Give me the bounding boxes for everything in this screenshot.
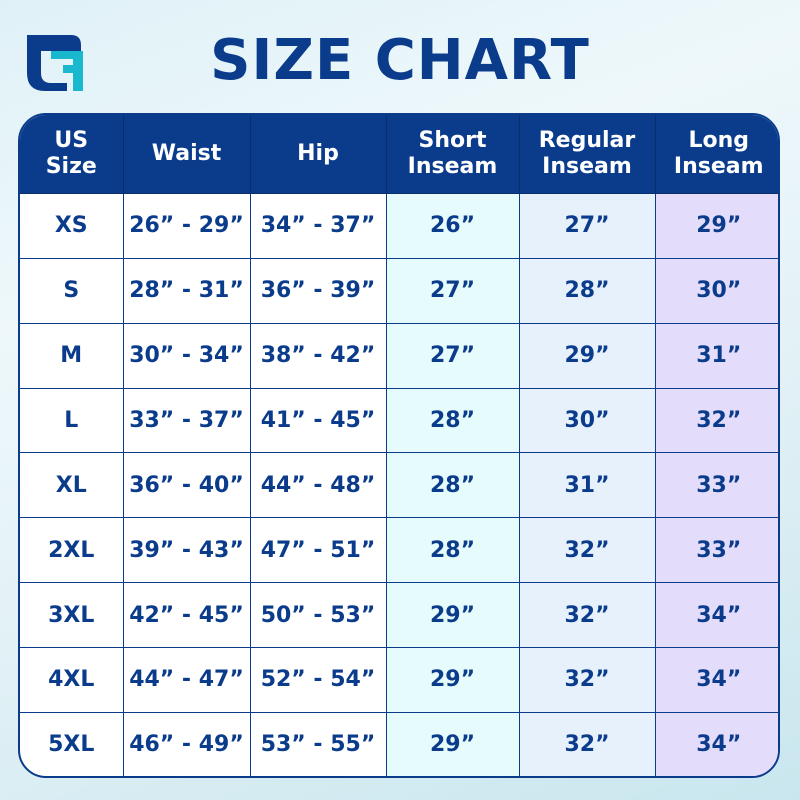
- cell-hip: 41” - 45”: [249, 387, 387, 454]
- cell-short-inseam: 28”: [385, 452, 520, 519]
- cell-waist: 36” - 40”: [122, 452, 251, 519]
- table-row: 2XL 39” - 43” 47” - 51” 28” 32” 33”: [20, 517, 778, 584]
- header-label-line: Inseam: [542, 154, 632, 179]
- cell-long-inseam: 34”: [654, 711, 778, 776]
- brand-logo-icon: [27, 35, 83, 91]
- cell-regular-inseam: 31”: [518, 452, 656, 519]
- cell-short-inseam: 26”: [385, 193, 520, 259]
- table-row: XS 26” - 29” 34” - 37” 26” 27” 29”: [20, 193, 778, 259]
- cell-us-size: 5XL: [20, 711, 124, 776]
- header-waist: Waist: [122, 115, 251, 194]
- cell-us-size: XS: [20, 193, 124, 259]
- header-label-line: Hip: [297, 141, 339, 166]
- cell-waist: 28” - 31”: [122, 257, 251, 324]
- header-hip: Hip: [249, 115, 387, 194]
- table-row: XL 36” - 40” 44” - 48” 28” 31” 33”: [20, 452, 778, 519]
- cell-regular-inseam: 28”: [518, 257, 656, 324]
- page-title: SIZE CHART: [210, 28, 590, 93]
- cell-us-size: S: [20, 257, 124, 324]
- cell-waist: 46” - 49”: [122, 711, 251, 776]
- cell-short-inseam: 28”: [385, 517, 520, 584]
- table-row: L 33” - 37” 41” - 45” 28” 30” 32”: [20, 387, 778, 454]
- cell-long-inseam: 34”: [654, 647, 778, 713]
- cell-regular-inseam: 27”: [518, 193, 656, 259]
- size-chart-table: US Size Waist Hip Short Inseam Regular Inseam Lo…: [18, 113, 780, 778]
- cell-long-inseam: 29”: [654, 193, 778, 259]
- cell-waist: 30” - 34”: [122, 322, 251, 389]
- cell-waist: 44” - 47”: [122, 647, 251, 713]
- cell-us-size: 2XL: [20, 517, 124, 584]
- cell-long-inseam: 34”: [654, 582, 778, 649]
- header-label-line: Waist: [151, 141, 222, 166]
- cell-hip: 52” - 54”: [249, 647, 387, 713]
- cell-short-inseam: 29”: [385, 647, 520, 713]
- cell-hip: 38” - 42”: [249, 322, 387, 389]
- cell-us-size: 4XL: [20, 647, 124, 713]
- cell-hip: 53” - 55”: [249, 711, 387, 776]
- header-us-size: US Size: [20, 115, 124, 194]
- cell-regular-inseam: 30”: [518, 387, 656, 454]
- cell-long-inseam: 33”: [654, 517, 778, 584]
- cell-hip: 47” - 51”: [249, 517, 387, 584]
- table-row: 4XL 44” - 47” 52” - 54” 29” 32” 34”: [20, 647, 778, 713]
- table-row: M 30” - 34” 38” - 42” 27” 29” 31”: [20, 322, 778, 389]
- cell-long-inseam: 30”: [654, 257, 778, 324]
- cell-us-size: 3XL: [20, 582, 124, 649]
- cell-waist: 33” - 37”: [122, 387, 251, 454]
- cell-us-size: XL: [20, 452, 124, 519]
- header-long-inseam: Long Inseam: [654, 115, 778, 194]
- cell-regular-inseam: 32”: [518, 517, 656, 584]
- cell-short-inseam: 28”: [385, 387, 520, 454]
- cell-short-inseam: 27”: [385, 322, 520, 389]
- cell-short-inseam: 27”: [385, 257, 520, 324]
- header-row: US Size Waist Hip Short Inseam Regular Inseam Lo…: [20, 115, 778, 194]
- cell-regular-inseam: 32”: [518, 647, 656, 713]
- cell-short-inseam: 29”: [385, 582, 520, 649]
- cell-long-inseam: 32”: [654, 387, 778, 454]
- cell-hip: 44” - 48”: [249, 452, 387, 519]
- header-label-line: Inseam: [407, 154, 498, 179]
- cell-waist: 39” - 43”: [122, 517, 251, 584]
- header-label-line: Size: [45, 154, 97, 179]
- cell-regular-inseam: 32”: [518, 582, 656, 649]
- cell-hip: 36” - 39”: [249, 257, 387, 324]
- cell-regular-inseam: 29”: [518, 322, 656, 389]
- table-row: 3XL 42” - 45” 50” - 53” 29” 32” 34”: [20, 582, 778, 649]
- cell-us-size: M: [20, 322, 124, 389]
- header-label-line: US: [54, 128, 89, 153]
- header-short-inseam: Short Inseam: [385, 115, 520, 194]
- header-regular-inseam: Regular Inseam: [518, 115, 656, 194]
- header-label-line: Short: [418, 128, 487, 153]
- cell-hip: 34” - 37”: [249, 193, 387, 259]
- cell-long-inseam: 31”: [654, 322, 778, 389]
- cell-short-inseam: 29”: [385, 711, 520, 776]
- header-label-line: Long: [688, 128, 750, 153]
- header-label-line: Inseam: [673, 154, 764, 179]
- cell-regular-inseam: 32”: [518, 711, 656, 776]
- cell-waist: 26” - 29”: [122, 193, 251, 259]
- table-row: 5XL 46” - 49” 53” - 55” 29” 32” 34”: [20, 711, 778, 776]
- cell-hip: 50” - 53”: [249, 582, 387, 649]
- table-row: S 28” - 31” 36” - 39” 27” 28” 30”: [20, 257, 778, 324]
- header-label-line: Regular: [538, 128, 636, 153]
- cell-waist: 42” - 45”: [122, 582, 251, 649]
- cell-long-inseam: 33”: [654, 452, 778, 519]
- cell-us-size: L: [20, 387, 124, 454]
